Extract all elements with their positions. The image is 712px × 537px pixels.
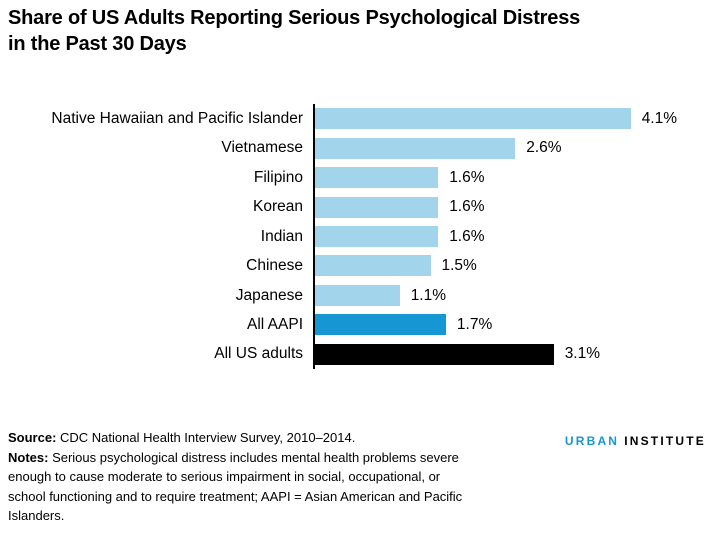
chart-title-line1: Share of US Adults Reporting Serious Psy… [8,7,581,29]
category-label: Korean [253,198,303,216]
category-label: All US adults [214,345,303,363]
logo-institute-text: INSTITUTE [624,434,706,448]
category-label: Indian [260,227,303,245]
bar [315,225,439,247]
bar-value-label: 1.6% [449,227,485,245]
bar-area: 2.6% [313,133,712,163]
bar-row: Chinese 1.5% [0,251,712,281]
bar-area: 1.1% [313,280,712,311]
bar-row: Japanese 1.1% [0,280,712,311]
category-label: Vietnamese [221,139,303,157]
bar-value-label: 1.5% [441,257,477,275]
bar-area: 1.6% [313,221,712,252]
category-label: Chinese [246,257,303,275]
urban-institute-logo: URBAN INSTITUTE [565,434,706,448]
source-line: Source: CDC National Health Interview Su… [8,428,473,448]
bar-value-label: 3.1% [564,345,601,363]
bar-value-label: 1.7% [456,316,493,334]
bar-value-label: 4.1% [641,109,678,127]
category-label: Filipino [253,168,303,186]
bar-value-label: 2.6% [526,139,562,157]
bar [315,343,554,365]
footer-notes: Source: CDC National Health Interview Su… [8,428,473,526]
chart-title-line2: in the Past 30 Days [8,33,187,55]
bar [315,167,439,189]
source-text: CDC National Health Interview Survey, 20… [56,430,356,445]
notes-line: Notes: Serious psychological distress in… [8,448,473,526]
notes-label: Notes: [8,449,49,465]
bar [315,255,431,277]
bar-row: Vietnamese 2.6% [0,133,712,163]
chart-title: Share of US Adults Reporting Serious Psy… [8,5,580,57]
bar-value-label: 1.1% [410,286,447,304]
bar [315,137,516,159]
bar [315,196,439,218]
bar-row: All AAPI 1.7% [0,310,712,340]
bar-value-label: 1.6% [449,168,485,186]
bar-area: 1.6% [313,162,712,193]
bar-chart: Native Hawaiian and Pacific Islander 4.1%… [0,104,712,369]
bar-row: Filipino 1.6% [0,162,712,193]
logo-urban-text: URBAN [564,434,620,448]
category-label: Japanese [235,286,303,304]
bar-row: Native Hawaiian and Pacific Islander 4.1% [0,104,712,134]
bar-area: 1.5% [313,251,712,281]
bar-area: 4.1% [313,104,712,134]
bar-row: Korean 1.6% [0,192,712,222]
bar-area: 3.1% [313,339,712,369]
source-label: Source: [8,430,57,445]
bar [315,284,400,306]
bar-row: Indian 1.6% [0,221,712,252]
bar-row: All US adults 3.1% [0,339,712,369]
bar [315,108,631,130]
category-label: Native Hawaiian and Pacific Islander [51,109,303,127]
category-label: All AAPI [247,316,303,334]
bar [315,314,446,336]
bar-area: 1.7% [313,310,712,340]
notes-text: Serious psychological distress includes … [8,449,463,524]
bar-area: 1.6% [313,192,712,222]
bar-value-label: 1.6% [449,198,485,216]
